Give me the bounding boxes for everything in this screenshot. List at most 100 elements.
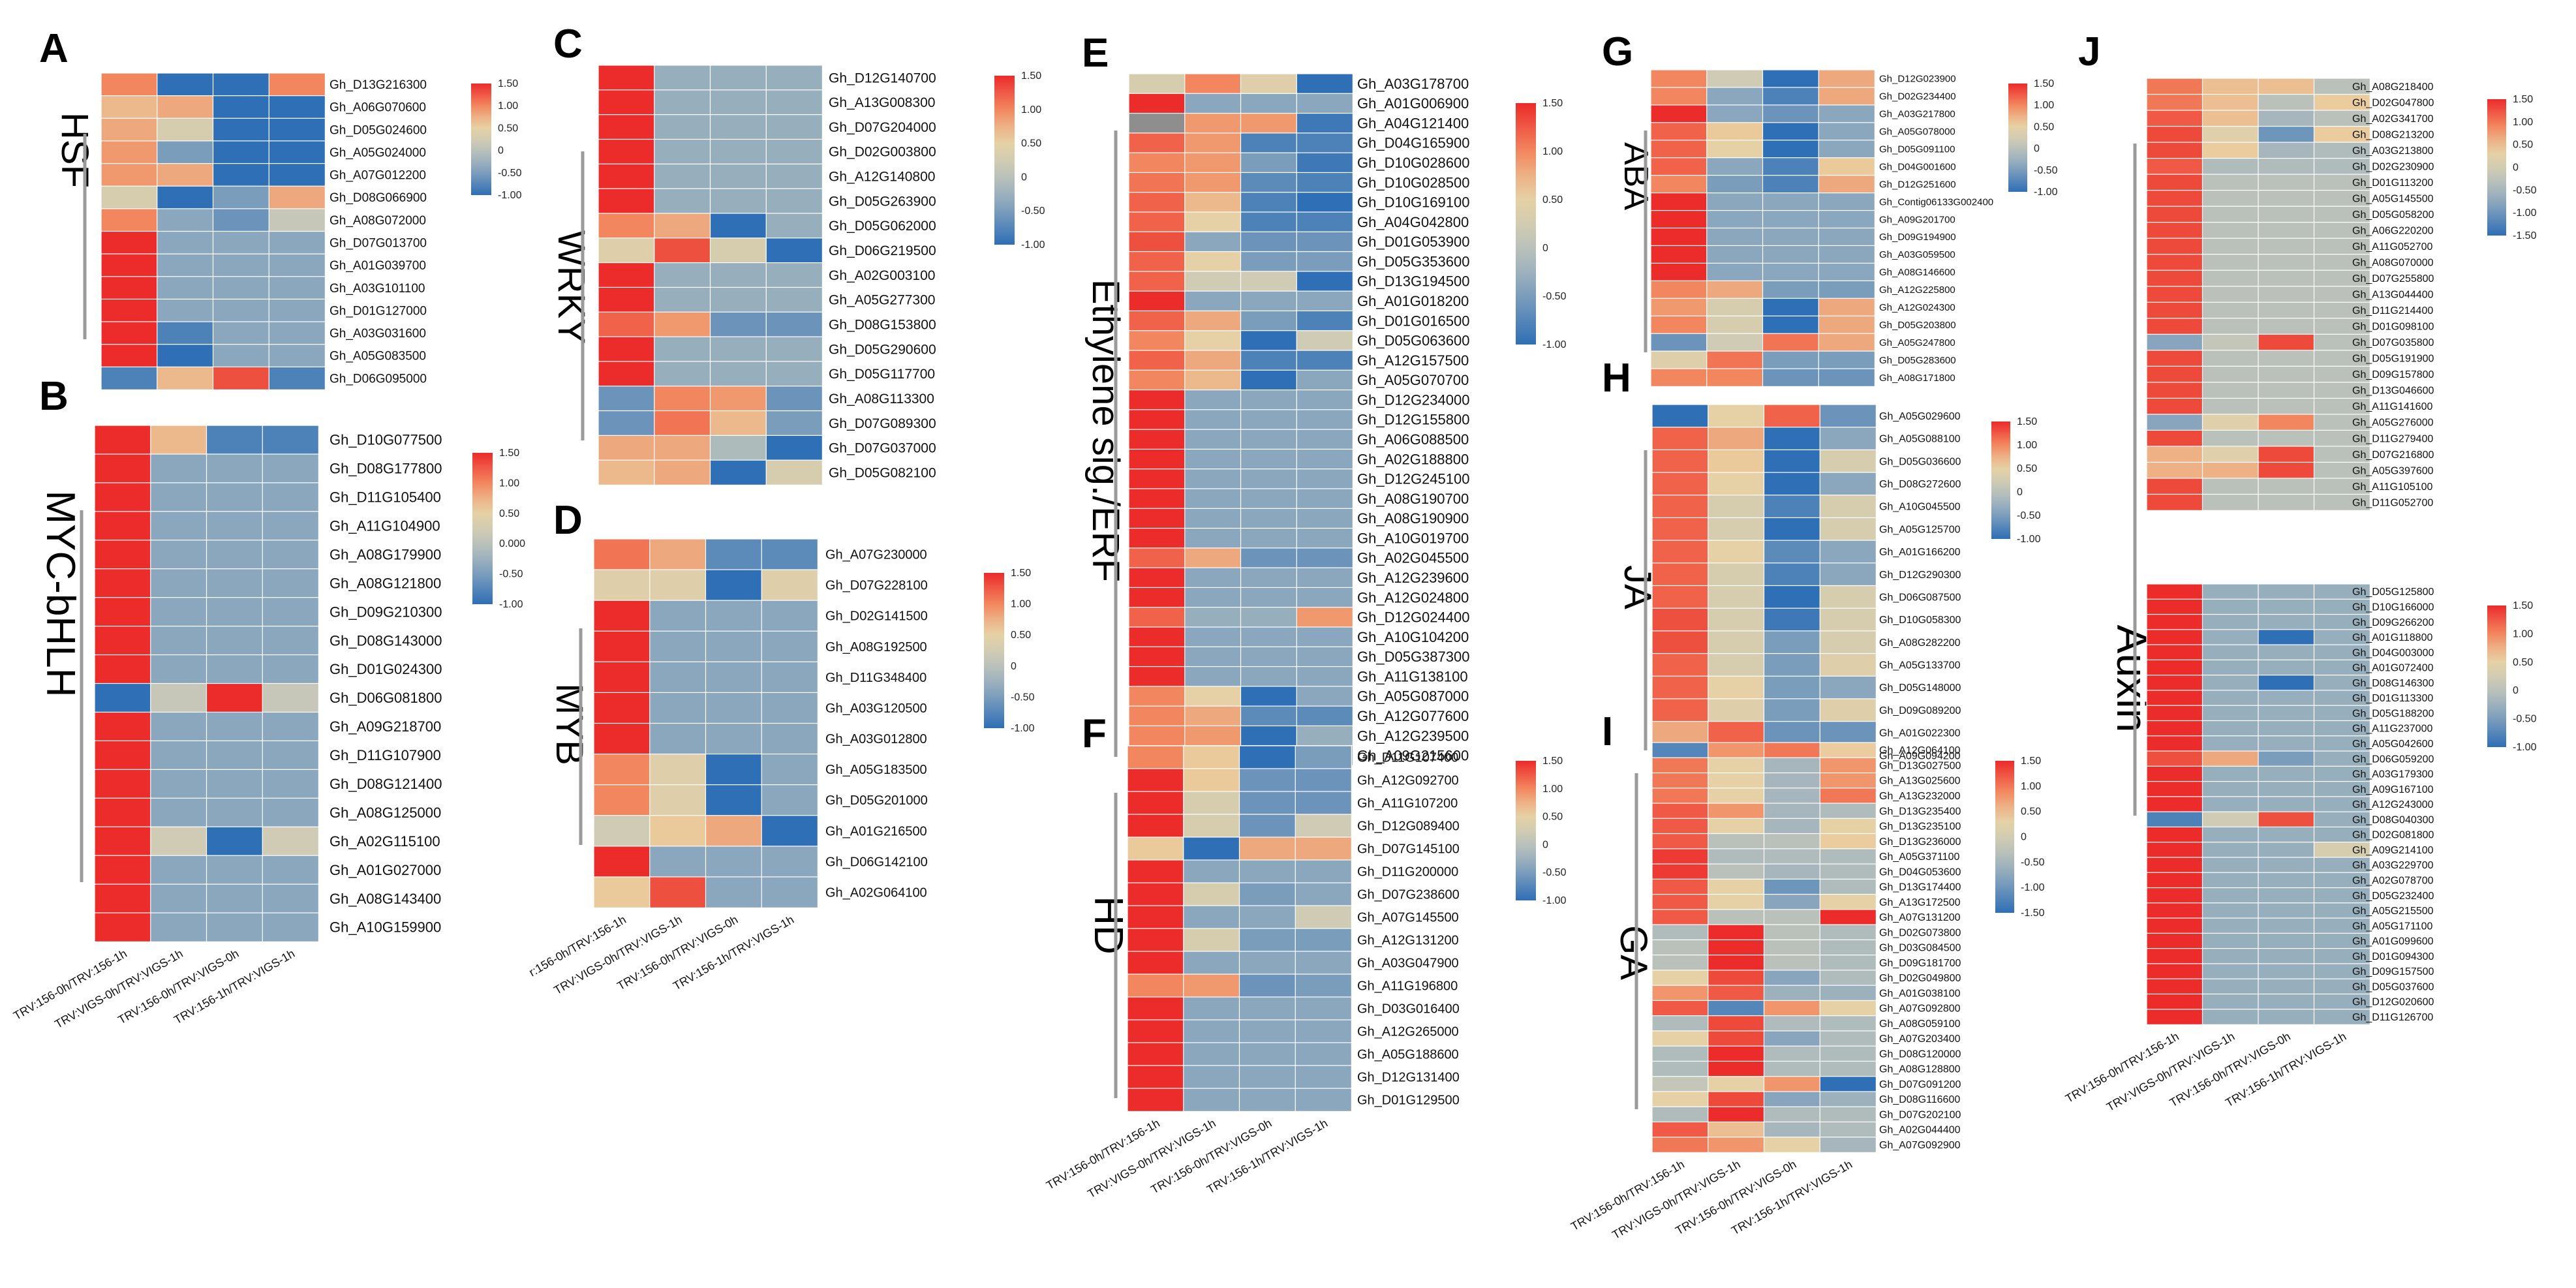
- heatmap-cell: [2258, 478, 2315, 495]
- heatmap-cell: [2313, 365, 2371, 383]
- heatmap-cell: [2201, 705, 2260, 722]
- heatmap-cell: [2313, 301, 2371, 319]
- heatmap-cell: [2201, 110, 2260, 127]
- heatmap-cell: [2201, 254, 2260, 271]
- heatmap-cell: [1128, 389, 1186, 410]
- heatmap-cell: [1183, 951, 1240, 975]
- color-scale-tick: -0.50: [498, 168, 522, 179]
- heatmap-cell: [1651, 878, 1709, 895]
- heatmap-cell: [1296, 132, 1354, 154]
- color-scale-tick: 1.00: [1542, 784, 1563, 795]
- gene-label: Gh_D05G290600: [829, 342, 936, 357]
- heatmap-cell: [262, 682, 320, 713]
- heatmap-cell: [1651, 909, 1709, 926]
- heatmap-cell: [705, 538, 763, 571]
- color-scale-tick: 1.00: [2017, 440, 2037, 451]
- heatmap-cell: [2201, 993, 2260, 1010]
- gene-label: Gh_D11G214400: [2352, 305, 2433, 316]
- heatmap-cell: [1763, 427, 1821, 451]
- heatmap-cell: [150, 453, 207, 483]
- gene-label: Gh_D13G174400: [1879, 882, 1961, 893]
- gene-label: Gh_A02G044400: [1879, 1125, 1961, 1136]
- color-scale-tick: 0: [2513, 685, 2519, 696]
- heatmap-cell: [2258, 735, 2315, 752]
- heatmap-cell: [1818, 298, 1876, 317]
- heatmap-cell: [1128, 112, 1186, 134]
- heatmap-cell: [2201, 842, 2260, 858]
- heatmap-cell: [1818, 192, 1876, 211]
- heatmap-cell: [2258, 365, 2315, 383]
- heatmap-cell: [1763, 742, 1821, 759]
- heatmap-cell: [2146, 978, 2203, 995]
- heatmap-cell: [765, 188, 823, 214]
- gene-label: Gh_D06G081800: [330, 690, 442, 706]
- heatmap-cell: [1819, 833, 1877, 850]
- gene-label: Gh_D10G058300: [1879, 615, 1961, 626]
- heatmap-cell: [1762, 104, 1820, 123]
- heatmap-cell: [1296, 231, 1354, 253]
- heatmap-cell: [2258, 350, 2315, 367]
- heatmap-cell: [654, 89, 711, 115]
- heatmap-cell: [1295, 1088, 1353, 1112]
- heatmap-cell: [1238, 768, 1296, 793]
- heatmap-cell: [1183, 1019, 1240, 1044]
- heatmap-cell: [1128, 488, 1186, 510]
- heatmap-cell: [157, 253, 214, 277]
- heatmap-cell: [100, 140, 158, 164]
- heatmap-cell: [1183, 996, 1240, 1021]
- gene-label: Gh_A08G143400: [330, 891, 441, 907]
- heatmap-cell: [1819, 788, 1877, 805]
- gene-label: Gh_A04G121400: [1357, 115, 1469, 131]
- heatmap-cell: [1819, 585, 1877, 609]
- heatmap-cell: [709, 410, 767, 437]
- heatmap-cell: [1184, 369, 1242, 391]
- heatmap-cell: [1240, 73, 1298, 95]
- heatmap-cell: [2258, 993, 2315, 1010]
- color-scale-tick: 0.50: [2017, 463, 2037, 474]
- heatmap-cell: [1651, 562, 1709, 587]
- heatmap-cell: [598, 89, 655, 115]
- heatmap-cell: [157, 230, 214, 255]
- heatmap-cell: [157, 117, 214, 142]
- heatmap-cell: [1708, 955, 1765, 971]
- heatmap-cell: [1295, 905, 1353, 930]
- heatmap-cell: [1706, 157, 1764, 176]
- gene-label: Gh_A12G024800: [1357, 589, 1469, 606]
- heatmap-cell: [1184, 567, 1242, 589]
- heatmap-cell: [654, 435, 711, 461]
- heatmap-cell: [1184, 152, 1242, 174]
- color-scale-tick: -1.00: [1011, 723, 1035, 734]
- heatmap-cell: [100, 162, 158, 187]
- heatmap-cell: [1238, 745, 1296, 770]
- heatmap-cell: [1708, 1060, 1765, 1077]
- heatmap-cell: [1818, 157, 1876, 176]
- gene-label: Gh_A06G220200: [2352, 226, 2434, 237]
- heatmap-cell: [206, 740, 264, 771]
- gene-label: Gh_A12G024300: [1879, 302, 1955, 313]
- gene-label: Gh_A03G217800: [1879, 109, 1955, 120]
- heatmap-cell: [1296, 251, 1354, 272]
- heatmap-cell: [1296, 93, 1354, 114]
- gene-label: Gh_A12G225800: [1879, 284, 1955, 296]
- heatmap-cell: [1706, 280, 1764, 299]
- heatmap-cell: [598, 65, 655, 91]
- heatmap-cell: [1296, 468, 1354, 490]
- color-scale-tick: 1.00: [2034, 100, 2054, 111]
- color-scale-tick: -1.00: [2021, 882, 2045, 893]
- gene-label: Gh_D11G126700: [2352, 1012, 2433, 1023]
- heatmap-cell: [1240, 389, 1298, 410]
- heatmap-cell: [2201, 887, 2260, 904]
- heatmap-cell: [1650, 368, 1708, 387]
- heatmap-cell: [1819, 652, 1877, 677]
- heatmap-cell: [1763, 1030, 1821, 1047]
- gene-label: Gh_D02G141500: [825, 609, 928, 624]
- heatmap-cell: [206, 568, 264, 598]
- heatmap-cell: [1819, 1015, 1877, 1032]
- heatmap-cell: [1183, 1088, 1240, 1112]
- heatmap-cell: [1184, 646, 1242, 667]
- gene-label: Gh_A05G371100: [1879, 851, 1959, 863]
- heatmap-cell: [1650, 140, 1708, 159]
- color-scale-tick: -1.00: [1542, 895, 1567, 906]
- heatmap-cell: [1238, 951, 1296, 975]
- heatmap-cell: [1650, 104, 1708, 123]
